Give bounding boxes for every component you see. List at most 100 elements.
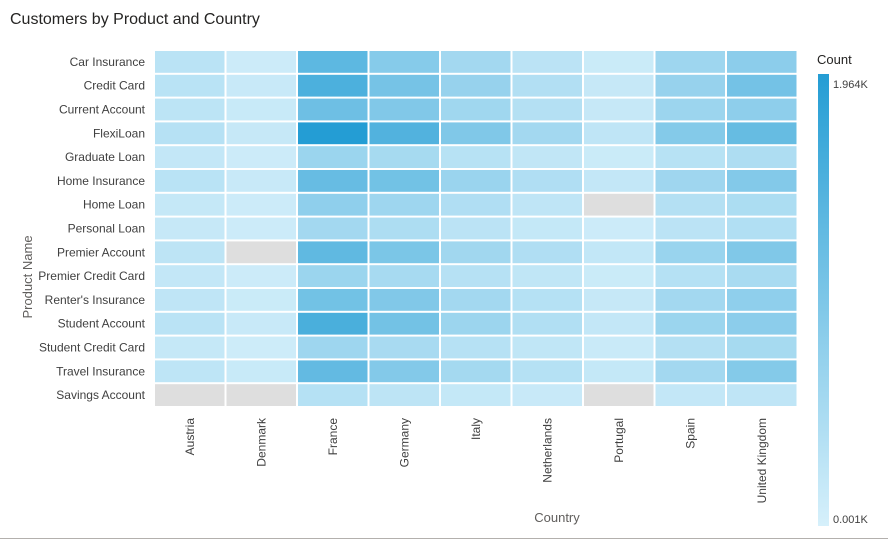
heatmap-cell[interactable] [655, 51, 726, 73]
heatmap-cell[interactable] [369, 122, 440, 145]
heatmap-cell[interactable] [655, 312, 726, 335]
heatmap-cell[interactable] [369, 146, 440, 168]
heatmap-cell[interactable] [155, 265, 225, 287]
heatmap-cell[interactable] [512, 360, 583, 383]
heatmap-cell[interactable] [441, 241, 511, 264]
heatmap-cell[interactable] [369, 289, 440, 311]
heatmap-cell[interactable] [727, 122, 797, 145]
heatmap-cell[interactable] [298, 241, 368, 264]
heatmap-cell[interactable] [727, 265, 797, 287]
heatmap-cell[interactable] [298, 336, 368, 359]
heatmap-cell[interactable] [298, 74, 368, 97]
heatmap-cell[interactable] [226, 98, 297, 121]
heatmap-cell[interactable] [727, 336, 797, 359]
heatmap-cell[interactable] [512, 98, 583, 121]
heatmap-cell[interactable] [226, 289, 297, 311]
heatmap-cell[interactable] [441, 384, 511, 406]
heatmap-cell[interactable] [512, 265, 583, 287]
heatmap-cell[interactable] [369, 170, 440, 192]
heatmap-cell[interactable] [727, 312, 797, 335]
heatmap-cell[interactable] [655, 336, 726, 359]
heatmap-cell[interactable] [512, 146, 583, 168]
heatmap-cell[interactable] [226, 384, 297, 406]
heatmap-cell[interactable] [155, 51, 225, 73]
heatmap-cell[interactable] [727, 170, 797, 192]
heatmap-cell[interactable] [512, 289, 583, 311]
heatmap-cell[interactable] [226, 170, 297, 192]
heatmap-cell[interactable] [441, 98, 511, 121]
heatmap-cell[interactable] [441, 336, 511, 359]
heatmap-cell[interactable] [369, 51, 440, 73]
heatmap-cell[interactable] [155, 241, 225, 264]
heatmap-cell[interactable] [226, 217, 297, 240]
heatmap-cell[interactable] [441, 193, 511, 216]
heatmap-cell[interactable] [512, 241, 583, 264]
heatmap-cell[interactable] [226, 193, 297, 216]
heatmap-cell[interactable] [441, 289, 511, 311]
heatmap-cell[interactable] [155, 384, 225, 406]
heatmap-cell[interactable] [155, 74, 225, 97]
heatmap-cell[interactable] [727, 146, 797, 168]
heatmap-cell[interactable] [512, 74, 583, 97]
heatmap-cell[interactable] [655, 98, 726, 121]
heatmap-cell[interactable] [655, 289, 726, 311]
heatmap-cell[interactable] [298, 122, 368, 145]
heatmap-cell[interactable] [298, 312, 368, 335]
heatmap-cell[interactable] [155, 146, 225, 168]
heatmap-cell[interactable] [369, 241, 440, 264]
heatmap-cell[interactable] [298, 217, 368, 240]
heatmap-cell[interactable] [369, 384, 440, 406]
heatmap-cell[interactable] [369, 217, 440, 240]
heatmap-cell[interactable] [655, 265, 726, 287]
heatmap-cell[interactable] [441, 74, 511, 97]
heatmap-cell[interactable] [298, 98, 368, 121]
heatmap-cell[interactable] [727, 360, 797, 383]
heatmap-cell[interactable] [584, 146, 654, 168]
heatmap-cell[interactable] [512, 312, 583, 335]
heatmap-cell[interactable] [727, 51, 797, 73]
heatmap-cell[interactable] [441, 360, 511, 383]
heatmap-cell[interactable] [727, 193, 797, 216]
heatmap-cell[interactable] [441, 217, 511, 240]
heatmap-cell[interactable] [155, 98, 225, 121]
heatmap-cell[interactable] [441, 51, 511, 73]
heatmap-cell[interactable] [369, 360, 440, 383]
heatmap-cell[interactable] [727, 98, 797, 121]
heatmap-cell[interactable] [584, 360, 654, 383]
heatmap-cell[interactable] [584, 384, 654, 406]
heatmap-cell[interactable] [512, 336, 583, 359]
heatmap-cell[interactable] [298, 146, 368, 168]
heatmap-cell[interactable] [512, 122, 583, 145]
heatmap-cell[interactable] [441, 122, 511, 145]
heatmap-cell[interactable] [155, 360, 225, 383]
heatmap-cell[interactable] [226, 360, 297, 383]
heatmap-cell[interactable] [369, 312, 440, 335]
heatmap-cell[interactable] [298, 193, 368, 216]
heatmap-cell[interactable] [584, 51, 654, 73]
heatmap-cell[interactable] [226, 336, 297, 359]
heatmap-cell[interactable] [155, 217, 225, 240]
heatmap-cell[interactable] [584, 289, 654, 311]
heatmap-cell[interactable] [155, 289, 225, 311]
heatmap-cell[interactable] [584, 312, 654, 335]
heatmap-cell[interactable] [655, 241, 726, 264]
heatmap-cell[interactable] [584, 336, 654, 359]
heatmap-cell[interactable] [584, 170, 654, 192]
heatmap-cell[interactable] [512, 217, 583, 240]
heatmap-cell[interactable] [584, 241, 654, 264]
heatmap-cell[interactable] [441, 312, 511, 335]
heatmap-cell[interactable] [155, 193, 225, 216]
heatmap-cell[interactable] [727, 74, 797, 97]
heatmap-cell[interactable] [369, 336, 440, 359]
heatmap-cell[interactable] [584, 265, 654, 287]
heatmap-cell[interactable] [226, 51, 297, 73]
heatmap-cell[interactable] [727, 241, 797, 264]
heatmap-cell[interactable] [584, 193, 654, 216]
heatmap-cell[interactable] [584, 74, 654, 97]
heatmap-cell[interactable] [298, 289, 368, 311]
heatmap-cell[interactable] [512, 51, 583, 73]
heatmap-cell[interactable] [655, 384, 726, 406]
heatmap-cell[interactable] [369, 265, 440, 287]
heatmap-cell[interactable] [512, 384, 583, 406]
heatmap-cell[interactable] [298, 265, 368, 287]
